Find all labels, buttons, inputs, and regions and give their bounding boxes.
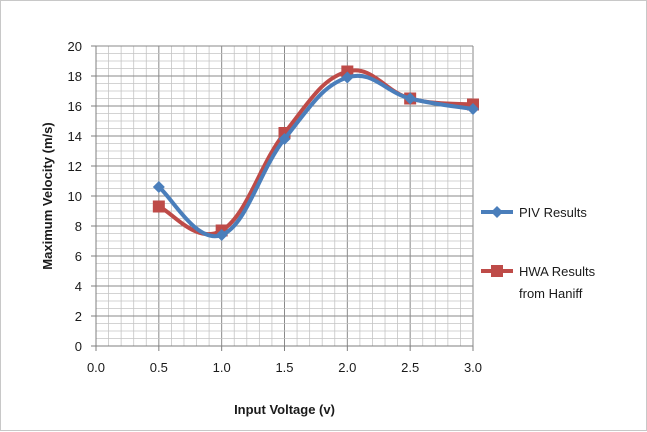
data-point xyxy=(467,103,479,115)
legend-swatch-marker xyxy=(491,265,503,277)
legend-item: HWA Results from Haniff xyxy=(481,264,596,301)
y-tick-label: 14 xyxy=(68,129,82,144)
legend-swatch-marker xyxy=(491,206,503,218)
x-tick-label: 2.0 xyxy=(338,360,356,375)
legend-label: PIV Results xyxy=(519,205,587,220)
axes xyxy=(91,45,474,351)
legend-label: from Haniff xyxy=(519,286,583,301)
y-tick-label: 4 xyxy=(75,279,82,294)
series-piv xyxy=(152,71,479,241)
x-tick-label: 0.0 xyxy=(87,360,105,375)
y-axis-title: Maximum Velocity (m/s) xyxy=(40,122,55,269)
y-tick-label: 0 xyxy=(75,339,82,354)
tick-labels: 0.0 0.5 1.0 1.5 2.0 2.5 3.0 0 2 4 6 8 10 12 14 16 18 20 xyxy=(68,39,483,375)
data-point xyxy=(278,133,291,145)
data-point xyxy=(152,181,165,193)
x-tick-label: 1.0 xyxy=(213,360,231,375)
data-point xyxy=(341,71,354,84)
legend: PIV Results HWA Results from Haniff xyxy=(481,205,596,301)
y-tick-label: 8 xyxy=(75,219,82,234)
data-point xyxy=(152,200,165,213)
x-axis-title: Input Voltage (v) xyxy=(234,402,335,417)
y-tick-label: 10 xyxy=(68,189,82,204)
series-line xyxy=(156,68,475,237)
data-point xyxy=(404,92,417,105)
x-tick-label: 0.5 xyxy=(150,360,168,375)
y-tick-label: 12 xyxy=(68,159,82,174)
data-point xyxy=(215,229,228,241)
y-tick-label: 16 xyxy=(68,99,82,114)
y-tick-label: 18 xyxy=(68,69,82,84)
legend-label: HWA Results xyxy=(519,264,596,279)
x-tick-label: 3.0 xyxy=(464,360,482,375)
grid xyxy=(95,45,474,347)
series xyxy=(152,65,479,241)
x-tick-label: 2.5 xyxy=(401,360,419,375)
y-tick-label: 6 xyxy=(75,249,82,264)
y-tick-label: 20 xyxy=(68,39,82,54)
legend-item: PIV Results xyxy=(481,205,587,220)
x-tick-label: 1.5 xyxy=(275,360,293,375)
y-tick-label: 2 xyxy=(75,309,82,324)
